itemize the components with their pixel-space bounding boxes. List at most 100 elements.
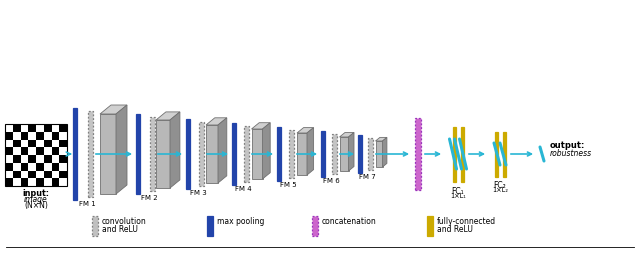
- Bar: [13, 170, 20, 178]
- Bar: [136, 114, 140, 194]
- Bar: [44, 170, 51, 178]
- Bar: [44, 124, 51, 132]
- Bar: [28, 155, 36, 163]
- Bar: [44, 132, 51, 139]
- Bar: [289, 130, 294, 178]
- Bar: [13, 124, 20, 132]
- Bar: [13, 147, 20, 155]
- Bar: [28, 178, 36, 186]
- Text: image: image: [24, 195, 48, 204]
- Polygon shape: [376, 141, 383, 167]
- Bar: [20, 170, 28, 178]
- Bar: [36, 155, 44, 163]
- Bar: [36, 170, 44, 178]
- Text: 1×L₂: 1×L₂: [492, 187, 508, 194]
- Bar: [28, 163, 36, 170]
- Bar: [20, 163, 28, 170]
- Bar: [461, 126, 463, 182]
- Bar: [5, 155, 13, 163]
- Bar: [44, 147, 51, 155]
- Bar: [44, 163, 51, 170]
- Bar: [5, 124, 67, 186]
- Bar: [367, 138, 372, 170]
- Bar: [51, 155, 60, 163]
- Bar: [332, 134, 337, 174]
- Bar: [13, 139, 20, 147]
- Bar: [5, 147, 13, 155]
- Bar: [13, 132, 20, 139]
- Polygon shape: [339, 133, 354, 137]
- Bar: [20, 155, 28, 163]
- Bar: [495, 132, 497, 177]
- Bar: [232, 123, 236, 185]
- Text: concatenation: concatenation: [322, 217, 377, 227]
- Bar: [20, 139, 28, 147]
- Bar: [5, 132, 13, 139]
- Bar: [502, 132, 506, 177]
- Bar: [36, 124, 44, 132]
- Bar: [51, 147, 60, 155]
- Polygon shape: [156, 112, 180, 120]
- Polygon shape: [262, 123, 270, 179]
- Polygon shape: [297, 133, 307, 175]
- Polygon shape: [170, 112, 180, 188]
- Bar: [60, 163, 67, 170]
- Bar: [5, 124, 13, 132]
- Text: and ReLU: and ReLU: [437, 226, 473, 234]
- Text: output:: output:: [550, 141, 586, 151]
- Bar: [60, 147, 67, 155]
- Bar: [51, 132, 60, 139]
- Polygon shape: [156, 120, 170, 188]
- Bar: [28, 124, 36, 132]
- Polygon shape: [252, 123, 270, 129]
- Bar: [186, 119, 190, 189]
- Text: input:: input:: [22, 189, 49, 198]
- Text: max pooling: max pooling: [217, 217, 264, 227]
- Polygon shape: [206, 118, 227, 125]
- Text: FM 1: FM 1: [79, 201, 96, 207]
- Bar: [358, 135, 362, 173]
- Bar: [150, 117, 154, 191]
- Polygon shape: [116, 105, 127, 194]
- Polygon shape: [339, 137, 349, 171]
- Polygon shape: [297, 128, 314, 133]
- Bar: [20, 178, 28, 186]
- Text: FM 4: FM 4: [235, 186, 252, 192]
- Bar: [60, 155, 67, 163]
- Text: convolution: convolution: [102, 217, 147, 227]
- Bar: [88, 111, 93, 197]
- Bar: [5, 139, 13, 147]
- Bar: [415, 118, 421, 190]
- Text: robustness: robustness: [550, 150, 592, 158]
- Bar: [321, 131, 325, 177]
- Polygon shape: [307, 128, 314, 175]
- Text: FC₂: FC₂: [493, 182, 506, 190]
- Text: and ReLU: and ReLU: [102, 226, 138, 234]
- Text: FM 3: FM 3: [190, 190, 207, 196]
- Bar: [51, 170, 60, 178]
- Bar: [44, 139, 51, 147]
- Polygon shape: [383, 137, 387, 167]
- Bar: [60, 132, 67, 139]
- Bar: [92, 216, 98, 236]
- Bar: [13, 178, 20, 186]
- Bar: [73, 108, 77, 200]
- Bar: [20, 147, 28, 155]
- Bar: [51, 139, 60, 147]
- Polygon shape: [218, 118, 227, 183]
- Bar: [60, 170, 67, 178]
- Polygon shape: [100, 114, 116, 194]
- Bar: [312, 216, 318, 236]
- Polygon shape: [376, 137, 387, 141]
- Polygon shape: [349, 133, 354, 171]
- Bar: [60, 139, 67, 147]
- Bar: [51, 163, 60, 170]
- Bar: [60, 124, 67, 132]
- Polygon shape: [100, 105, 127, 114]
- Text: fully-connected: fully-connected: [437, 217, 496, 227]
- Bar: [5, 170, 13, 178]
- Bar: [51, 124, 60, 132]
- Bar: [44, 178, 51, 186]
- Bar: [452, 126, 456, 182]
- Bar: [198, 122, 204, 186]
